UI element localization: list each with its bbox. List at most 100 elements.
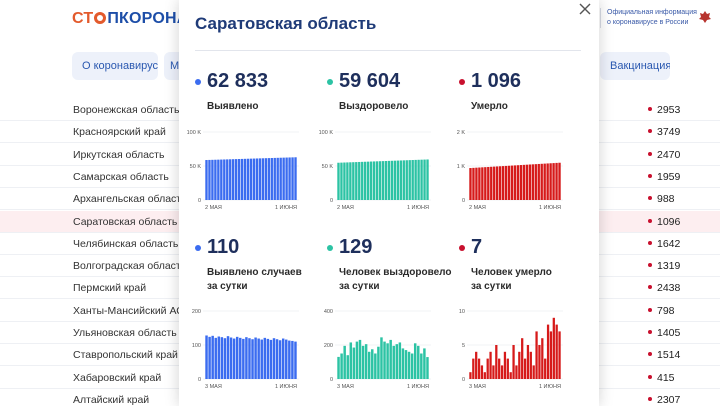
chart-bar — [226, 336, 230, 379]
chart-bar — [507, 165, 511, 200]
chart-bar — [531, 164, 534, 200]
chart-bar — [234, 159, 238, 200]
stat-value: 7 — [471, 236, 483, 258]
chart-y-tick-label: 0 — [198, 377, 201, 383]
chart-y-tick-label: 0 — [330, 198, 333, 204]
chart-bar — [375, 161, 379, 200]
chart-svg: 0 50 K 100 K 2 МАЯ 1 ИЮНЯ — [319, 130, 431, 211]
chart-bar — [515, 365, 518, 379]
chart-bar — [529, 351, 532, 379]
chart-y-tick-label: 0 — [330, 377, 333, 383]
chart-bar — [361, 345, 365, 379]
chart-bar — [504, 165, 508, 200]
chart-bar — [486, 358, 489, 379]
chart-bar — [525, 164, 529, 200]
chart-bar — [229, 337, 233, 379]
logo-virus-icon — [94, 12, 107, 24]
chart-bar — [401, 348, 405, 379]
chart-bar — [377, 346, 380, 379]
region-deaths-value: 798 — [648, 305, 675, 317]
chart-bar — [232, 159, 235, 200]
chart-y-tick-label: 0 — [198, 198, 201, 204]
chart-bar — [229, 159, 232, 200]
chart-bar — [260, 339, 263, 379]
chart-bar — [269, 339, 273, 379]
region-name: Ставропольский край — [73, 349, 178, 362]
chart-y-tick-label: 100 — [192, 343, 201, 349]
chart-x-tick-label: 1 ИЮНЯ — [539, 205, 561, 211]
chart-bar — [217, 159, 220, 200]
chart-bar — [294, 341, 297, 379]
chart-bar — [214, 337, 217, 379]
chart-bar — [392, 345, 395, 379]
chart-bar — [521, 338, 524, 379]
region-name: Архангельская область — [73, 193, 187, 206]
chart-bar — [509, 372, 512, 379]
chart-bar — [337, 356, 340, 379]
chart-bar — [543, 163, 546, 200]
chart-y-tick-label: 1 K — [457, 164, 466, 170]
chart-bar — [510, 165, 514, 200]
chart-bar — [469, 372, 472, 379]
stat-value: 110 — [207, 236, 240, 258]
chart-bar — [248, 338, 251, 379]
region-name: Пермский край — [73, 282, 147, 295]
chart-y-tick-label: 400 — [324, 309, 333, 315]
region-name: Воронежская область — [73, 104, 180, 116]
chart-bar — [410, 353, 414, 379]
chart-bar — [220, 159, 223, 200]
chart-bar — [512, 345, 515, 379]
chart-bar — [237, 159, 241, 200]
region-row[interactable]: Алтайский край 2307 — [0, 389, 720, 406]
chart-bar — [555, 324, 558, 379]
chart-bar — [546, 324, 550, 379]
region-deaths-value: 1319 — [648, 260, 680, 272]
chart-bar — [381, 161, 385, 200]
chart-bar — [498, 166, 502, 200]
chart-bar — [417, 159, 420, 200]
chart-bar — [278, 340, 282, 379]
stat-value: 129 — [339, 236, 373, 258]
chart-bar — [528, 164, 532, 200]
chart-bar — [282, 157, 285, 200]
chart-bar — [518, 351, 521, 379]
chart-y-tick-label: 50 K — [322, 164, 334, 170]
chart-bar — [275, 339, 279, 379]
region-deaths-value: 2953 — [648, 104, 680, 116]
chart-bar — [223, 338, 227, 379]
chart-bar — [374, 353, 377, 379]
nav-about-coronavirus[interactable]: О коронавирусе▾ — [72, 52, 158, 80]
chart-bar — [240, 158, 244, 200]
nav-vaccination[interactable]: Вакцинация▾ — [600, 52, 670, 80]
chart-bar — [223, 159, 226, 200]
chart-x-tick-label: 1 ИЮНЯ — [407, 384, 429, 390]
close-icon[interactable] — [578, 2, 592, 16]
stat-color-dot — [459, 79, 465, 85]
official-info-link[interactable]: Официальная информация о коронавирусе в … — [600, 8, 700, 28]
region-name: Челябинская область — [73, 237, 179, 250]
chart-bar — [498, 358, 501, 379]
chart-bar — [478, 167, 481, 200]
chart-bar — [235, 336, 239, 379]
chart-bar — [267, 158, 270, 200]
chart-bar — [522, 164, 526, 200]
chart-bar — [469, 168, 472, 200]
chart-svg: 0 50 K 100 K 2 МАЯ 1 ИЮНЯ — [187, 130, 299, 211]
chart-bar — [537, 163, 540, 200]
chart-y-tick-label: 0 — [462, 198, 465, 204]
chart-y-tick-label: 100 K — [319, 130, 334, 136]
chart-bar — [503, 351, 507, 379]
chart-bar — [371, 349, 374, 379]
region-name: Волгоградская область — [73, 260, 187, 273]
chart-bar — [355, 162, 358, 200]
region-name: Хабаровский край — [73, 371, 162, 384]
chart-bar — [346, 355, 349, 379]
chart-bar — [364, 161, 367, 200]
chart-bar — [484, 167, 487, 200]
chart-bar — [420, 159, 423, 200]
chart-x-tick-label: 1 ИЮНЯ — [539, 384, 561, 390]
chart-bar — [405, 160, 408, 200]
chart-bar — [291, 340, 294, 379]
chart-bar — [257, 338, 260, 379]
chart-bar — [337, 162, 340, 200]
